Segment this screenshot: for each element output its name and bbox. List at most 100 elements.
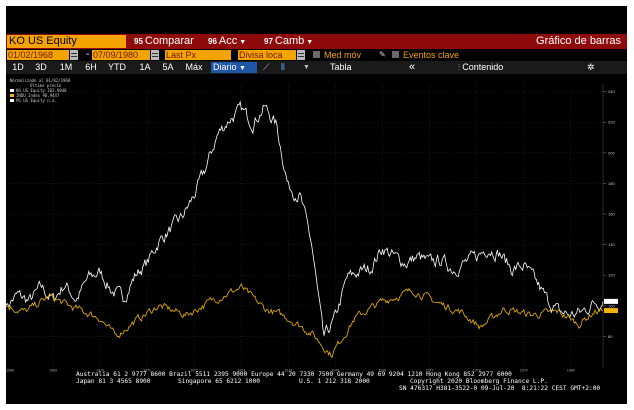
- x-tick-label: 1975: [332, 369, 340, 373]
- y-tick-label: 220: [608, 120, 615, 125]
- x-tick-label: 1976: [379, 369, 387, 373]
- chart-grid: [6, 84, 603, 367]
- y-tick-label: 100: [608, 303, 615, 308]
- x-tick-label: 1969: [49, 369, 57, 373]
- compare-tag: 95: [134, 37, 143, 46]
- legend-swatch: [10, 94, 14, 97]
- period-bar: 1D 3D 1M 6H YTD 1A 5A Máx Diario ▼ ⟋ ⫴ ▼…: [6, 61, 627, 74]
- period-3d[interactable]: 3D: [35, 62, 47, 72]
- moving-avg-label: Med móv: [324, 50, 362, 60]
- series-line-ko-us-equity[interactable]: [6, 100, 604, 336]
- calendar-icon[interactable]: [151, 50, 159, 60]
- footer-copyright: Copyright 2020 Bloomberg Finance L.P.: [410, 378, 548, 385]
- series-line-indu-index[interactable]: [6, 283, 604, 359]
- field-select[interactable]: Last Px: [165, 50, 231, 60]
- moving-avg-checkbox[interactable]: [313, 51, 320, 58]
- legend-subheader: Último precio: [30, 83, 62, 88]
- legend-header: Normalizado al 01/02/1968: [10, 78, 71, 83]
- footer-singapore: Singapore 65 6212 1000: [178, 378, 260, 385]
- pencil-icon[interactable]: ✎: [379, 50, 386, 59]
- calendar-icon[interactable]: [70, 50, 78, 60]
- bloomberg-chart-window: KO US Equity 95 Comparar 96 Acc ▼ 97 Camb ▼ G…: [6, 6, 627, 404]
- actions-tag: 96: [208, 37, 217, 46]
- compare-menu[interactable]: 95 Comparar: [134, 34, 194, 49]
- bar-chart-icon[interactable]: ⫴: [281, 62, 285, 72]
- footer-us: U.S. 1 212 318 2000: [299, 378, 370, 385]
- legend-label: PG US Equity n.a.: [16, 98, 57, 103]
- last-value-marker: [604, 308, 618, 314]
- content-label: Contenido: [462, 62, 504, 72]
- y-axis: 80 100 120 140 160 180 200 220 240: [602, 84, 618, 367]
- content-button[interactable]: ⫶ Contenido: [458, 61, 503, 74]
- footer: Australia 61 2 9777 8600 Brazil 5511 239…: [6, 371, 627, 404]
- legend-item[interactable]: KO US Equity 102.9048: [10, 88, 70, 93]
- collapse-icon[interactable]: «: [409, 61, 416, 73]
- legend-label: KO US Equity 102.9048: [16, 88, 67, 93]
- y-tick-label: 200: [608, 150, 615, 155]
- currency-select[interactable]: Divisa loca: [238, 50, 296, 60]
- legend-item[interactable]: INDU Index 96.9447: [10, 93, 70, 98]
- legend-swatch: [10, 89, 14, 92]
- x-tick-label: 1971: [143, 369, 151, 373]
- x-tick-label: 1979: [520, 369, 528, 373]
- frequency-label: Diario: [213, 62, 237, 72]
- top-toolbar: KO US Equity 95 Comparar 96 Acc ▼ 97 Camb ▼ G…: [6, 34, 627, 49]
- y-tick-label: 180: [608, 181, 615, 186]
- plot-area: [6, 84, 603, 367]
- x-tick-label: 1972: [190, 369, 198, 373]
- footer-japan: Japan 81 3 4565 8900: [76, 378, 151, 385]
- change-menu[interactable]: 97 Camb ▼: [264, 34, 313, 49]
- period-1d[interactable]: 1D: [12, 62, 24, 72]
- period-5a[interactable]: 5A: [162, 62, 174, 72]
- start-date-input[interactable]: 01/02/1968: [7, 50, 69, 60]
- chevron-down-icon[interactable]: ▼: [303, 64, 310, 71]
- chart-legend: Normalizado al 01/02/1968 Último precio …: [10, 78, 70, 103]
- y-tick-label: 140: [608, 242, 615, 247]
- content-icon: ⫶: [458, 63, 463, 72]
- line-chart-icon[interactable]: ⟋: [263, 62, 270, 72]
- change-tag: 97: [264, 37, 273, 46]
- x-tick-label: 1974: [284, 369, 292, 373]
- x-tick-label: 1968: [6, 369, 14, 373]
- ticker-input[interactable]: KO US Equity: [7, 35, 126, 48]
- x-tick-label: 1977: [426, 369, 434, 373]
- actions-label: Acc: [218, 35, 238, 47]
- period-max[interactable]: Máx: [185, 62, 203, 72]
- x-axis: 1968 1969 1970 1971 1972 1973 1974 1975 1976 1977…: [6, 369, 575, 373]
- chart-type-title: Gráfico de barras: [536, 35, 621, 47]
- footer-contacts: Australia 61 2 9777 8600 Brazil 5511 239…: [76, 371, 512, 378]
- legend-label: INDU Index 96.9447: [16, 93, 60, 98]
- table-button[interactable]: Tabla: [330, 62, 352, 72]
- x-tick-label: 1980: [567, 369, 575, 373]
- y-tick-label: 80: [608, 334, 613, 339]
- key-events-checkbox[interactable]: [392, 51, 399, 58]
- y-tick-label: 160: [608, 212, 615, 217]
- chevron-down-icon: ▼: [239, 65, 246, 72]
- end-date-input[interactable]: 07/09/1980: [92, 50, 150, 60]
- gear-icon[interactable]: ✲: [587, 62, 595, 72]
- x-tick-label: 1970: [96, 369, 104, 373]
- dropdown-icon[interactable]: [297, 50, 305, 60]
- period-ytd[interactable]: YTD: [108, 62, 126, 72]
- date-separator: -: [86, 49, 90, 60]
- legend-swatch: [10, 99, 14, 102]
- key-events-label: Eventos clave: [403, 50, 460, 60]
- period-1m[interactable]: 1M: [59, 62, 73, 72]
- x-tick-label: 1978: [473, 369, 481, 373]
- footer-session: SN 476317 H381-3522-0 09-Jul-20 8:21:22 …: [399, 385, 601, 392]
- chevron-down-icon: ▼: [306, 39, 314, 46]
- x-tick-label: 1973: [237, 369, 245, 373]
- period-1a[interactable]: 1A: [139, 62, 151, 72]
- legend-item[interactable]: PG US Equity n.a.: [10, 98, 70, 103]
- change-label: Camb: [274, 35, 305, 47]
- actions-menu[interactable]: 96 Acc ▼: [208, 34, 246, 49]
- period-6h[interactable]: 6H: [85, 62, 97, 72]
- y-tick-label: 240: [608, 89, 615, 94]
- frequency-select[interactable]: Diario ▼: [211, 62, 257, 73]
- settings-bar: 01/02/1968 - 07/09/1980 Last Px Divisa l…: [6, 49, 627, 61]
- chart-series: [6, 100, 604, 359]
- last-value-marker: [604, 298, 618, 304]
- compare-label: Comparar: [144, 35, 194, 47]
- chevron-down-icon: ▼: [239, 39, 247, 46]
